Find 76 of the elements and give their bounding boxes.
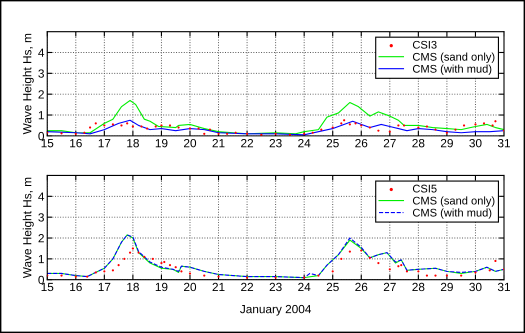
y-axis-title: Wave Height Hs, m — [22, 34, 34, 134]
x-tick-label: 26 — [355, 138, 368, 148]
x-tick-label: 16 — [70, 282, 82, 292]
x-tick-label: 19 — [156, 138, 168, 148]
x-tick-label: 16 — [70, 138, 82, 148]
y-tick-label: 2 — [38, 90, 44, 98]
point — [474, 123, 477, 126]
legend-label: CMS (sand only) — [412, 52, 494, 63]
y-tick-label: 4 — [38, 192, 44, 201]
point — [160, 124, 163, 127]
y-axis-title: Wave Height Hs, m — [22, 178, 34, 278]
x-tick-label: 31 — [498, 138, 510, 148]
x-tick-label: 29 — [440, 282, 453, 292]
x-tick-label: 26 — [355, 282, 368, 292]
point — [188, 272, 192, 275]
point — [177, 126, 180, 129]
y-tick-label: 1 — [38, 255, 44, 264]
x-tick-label: 22 — [241, 138, 254, 148]
point — [494, 260, 497, 262]
y-tick-label: 3 — [38, 69, 44, 78]
x-tick-label: 29 — [440, 138, 453, 148]
x-axis-title: January 2004 — [240, 304, 312, 316]
point — [317, 274, 320, 277]
x-tick-label: 25 — [326, 138, 339, 148]
x-tick-label: 21 — [212, 138, 225, 148]
point — [188, 127, 192, 130]
x-tick-label: 30 — [469, 138, 482, 148]
x-tick-label: 20 — [184, 138, 196, 148]
x-tick-label: 30 — [469, 282, 482, 292]
y-tick-label: 0 — [38, 132, 44, 140]
y-tick-label: 4 — [38, 48, 44, 57]
point — [491, 124, 494, 127]
point — [112, 123, 114, 126]
x-tick-label: 17 — [98, 282, 110, 292]
point — [160, 262, 163, 264]
point — [426, 274, 428, 277]
x-tick-label: 18 — [127, 138, 139, 148]
point — [140, 125, 143, 128]
point — [446, 274, 448, 277]
point — [120, 124, 123, 127]
x-tick-label: 20 — [184, 282, 196, 292]
legend-label: CSI3 — [412, 40, 437, 49]
x-tick-label: 23 — [270, 282, 282, 292]
x-tick-label: 24 — [298, 282, 310, 292]
point — [434, 274, 437, 277]
x-tick-label: 15 — [42, 139, 54, 148]
point — [88, 126, 92, 129]
point — [60, 274, 63, 277]
legend-label: CMS (with mud) — [412, 64, 492, 75]
point — [402, 124, 406, 127]
x-tick-label: 27 — [384, 138, 396, 148]
point — [474, 271, 477, 274]
legend-label: CMS (with mud) — [412, 208, 492, 219]
legend-label: CSI5 — [412, 184, 437, 193]
y-tick-label: 2 — [38, 234, 44, 242]
x-tick-label: 27 — [384, 282, 396, 292]
x-tick-label: 21 — [212, 282, 225, 292]
x-tick-label: 19 — [156, 282, 168, 292]
y-tick-label: 0 — [38, 276, 44, 284]
y-tick-label: 1 — [38, 111, 44, 120]
legend-label: CMS (sand only) — [412, 196, 494, 207]
point — [197, 127, 200, 130]
x-tick-label: 28 — [412, 282, 424, 292]
x-tick-label: 25 — [326, 282, 339, 292]
point — [426, 125, 428, 128]
x-tick-label: 22 — [241, 282, 254, 292]
x-tick-label: 18 — [127, 282, 139, 292]
x-tick-label: 24 — [298, 138, 310, 148]
x-tick-label: 31 — [498, 282, 510, 292]
y-tick-label: 3 — [38, 213, 44, 222]
point — [168, 124, 172, 127]
x-tick-label: 17 — [98, 139, 110, 148]
x-tick-label: 15 — [42, 282, 54, 292]
x-tick-label: 23 — [270, 138, 282, 148]
point — [462, 124, 466, 127]
x-tick-label: 28 — [412, 138, 424, 148]
